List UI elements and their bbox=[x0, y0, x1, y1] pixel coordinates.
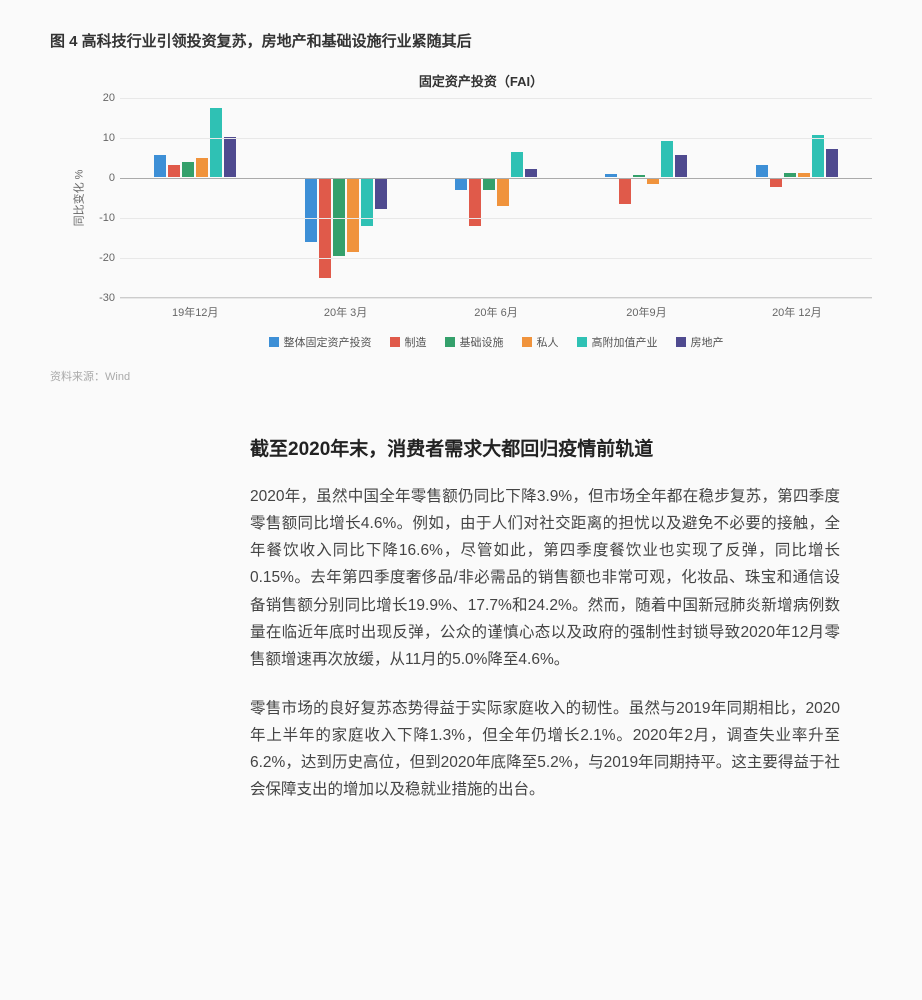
bar bbox=[483, 178, 495, 190]
legend-swatch bbox=[390, 337, 400, 347]
chart-title: 图 4 高科技行业引领投资复苏，房地产和基础设施行业紧随其后 bbox=[50, 30, 872, 51]
x-tick-label: 20年 6月 bbox=[421, 304, 571, 320]
bar-group bbox=[571, 98, 721, 297]
bar bbox=[605, 174, 617, 177]
bar bbox=[455, 178, 467, 190]
chart-legend: 整体固定资产投资 制造 基础设施 私人 高附加值产业 房地产 bbox=[120, 334, 872, 350]
bar bbox=[756, 165, 768, 177]
legend-swatch bbox=[522, 337, 532, 347]
bar bbox=[168, 165, 180, 177]
bar bbox=[798, 173, 810, 177]
bar-group bbox=[270, 98, 420, 297]
bar bbox=[784, 173, 796, 177]
gridline bbox=[120, 298, 872, 299]
legend-label: 整体固定资产投资 bbox=[284, 334, 372, 350]
gridline bbox=[120, 218, 872, 219]
chart: 固定资产投资（FAI） 同比变化 % 20100-10-20-30 19年12月… bbox=[90, 71, 872, 350]
bar bbox=[826, 149, 838, 177]
bar bbox=[154, 155, 166, 177]
legend-label: 高附加值产业 bbox=[592, 334, 658, 350]
bar-group bbox=[722, 98, 872, 297]
legend-item: 高附加值产业 bbox=[577, 334, 658, 350]
y-tick: -10 bbox=[99, 212, 115, 224]
legend-item: 私人 bbox=[522, 334, 559, 350]
legend-label: 制造 bbox=[405, 334, 427, 350]
x-tick-label: 20年 12月 bbox=[722, 304, 872, 320]
plot-area bbox=[120, 98, 872, 298]
y-axis: 20100-10-20-30 bbox=[90, 98, 120, 298]
y-axis-label: 同比变化 % bbox=[70, 170, 86, 227]
paragraph-2: 零售市场的良好复苏态势得益于实际家庭收入的韧性。虽然与2019年同期相比，202… bbox=[250, 695, 840, 804]
legend-item: 基础设施 bbox=[445, 334, 504, 350]
bar bbox=[305, 178, 317, 242]
bar bbox=[210, 108, 222, 177]
x-axis-labels: 19年12月20年 3月20年 6月20年9月20年 12月 bbox=[120, 304, 872, 320]
y-tick: 20 bbox=[103, 92, 115, 104]
body-text: 截至2020年末，消费者需求大都回归疫情前轨道 2020年，虽然中国全年零售额仍… bbox=[250, 434, 840, 803]
bar bbox=[347, 178, 359, 252]
bar bbox=[497, 178, 509, 206]
bar bbox=[224, 137, 236, 177]
chart-source: 资料来源：Wind bbox=[50, 368, 872, 384]
legend-label: 私人 bbox=[537, 334, 559, 350]
x-tick-label: 20年9月 bbox=[571, 304, 721, 320]
bar bbox=[619, 178, 631, 204]
gridline bbox=[120, 138, 872, 139]
bar bbox=[675, 155, 687, 177]
section-heading: 截至2020年末，消费者需求大都回归疫情前轨道 bbox=[250, 434, 840, 461]
bar bbox=[661, 141, 673, 177]
legend-swatch bbox=[269, 337, 279, 347]
bar-group bbox=[120, 98, 270, 297]
legend-label: 房地产 bbox=[691, 334, 724, 350]
bar bbox=[633, 175, 645, 177]
gridline bbox=[120, 178, 872, 179]
bar bbox=[770, 178, 782, 187]
bar bbox=[319, 178, 331, 278]
x-tick-label: 20年 3月 bbox=[270, 304, 420, 320]
legend-item: 整体固定资产投资 bbox=[269, 334, 372, 350]
bar bbox=[375, 178, 387, 209]
y-tick: -30 bbox=[99, 292, 115, 304]
bar bbox=[333, 178, 345, 256]
bar bbox=[511, 152, 523, 177]
legend-item: 制造 bbox=[390, 334, 427, 350]
bar bbox=[182, 162, 194, 177]
x-tick-label: 19年12月 bbox=[120, 304, 270, 320]
gridline bbox=[120, 98, 872, 99]
y-tick: -20 bbox=[99, 252, 115, 264]
legend-item: 房地产 bbox=[676, 334, 724, 350]
bar bbox=[525, 169, 537, 177]
paragraph-1: 2020年，虽然中国全年零售额仍同比下降3.9%，但市场全年都在稳步复苏，第四季… bbox=[250, 483, 840, 673]
gridline bbox=[120, 258, 872, 259]
chart-subtitle: 固定资产投资（FAI） bbox=[90, 71, 872, 90]
bar bbox=[812, 135, 824, 177]
bar bbox=[196, 158, 208, 177]
y-tick: 0 bbox=[109, 172, 115, 184]
y-tick: 10 bbox=[103, 132, 115, 144]
legend-swatch bbox=[577, 337, 587, 347]
bar-group bbox=[421, 98, 571, 297]
legend-swatch bbox=[676, 337, 686, 347]
legend-label: 基础设施 bbox=[460, 334, 504, 350]
legend-swatch bbox=[445, 337, 455, 347]
